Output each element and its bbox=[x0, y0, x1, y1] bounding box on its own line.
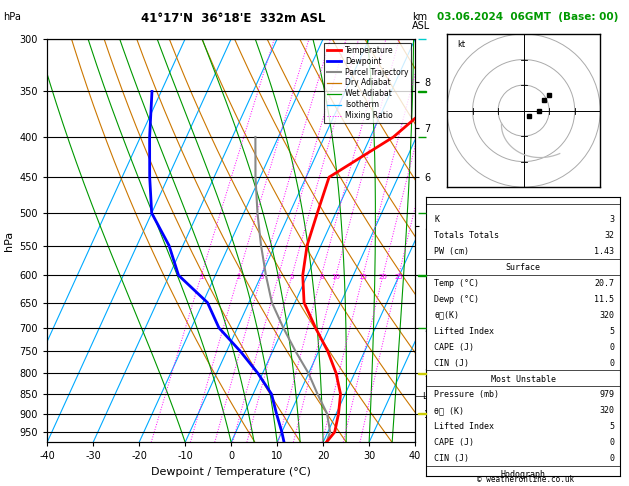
Text: 20: 20 bbox=[379, 275, 387, 280]
Text: 0: 0 bbox=[610, 438, 615, 447]
Text: 03.06.2024  06GMT  (Base: 00): 03.06.2024 06GMT (Base: 00) bbox=[437, 12, 618, 22]
Text: θᴇ(K): θᴇ(K) bbox=[434, 311, 459, 320]
Text: 4: 4 bbox=[276, 275, 281, 280]
Text: 8: 8 bbox=[319, 275, 324, 280]
Text: Most Unstable: Most Unstable bbox=[491, 375, 556, 383]
Text: K: K bbox=[434, 215, 439, 224]
Text: 5: 5 bbox=[290, 275, 294, 280]
Text: 5: 5 bbox=[610, 327, 615, 336]
Text: Temp (°C): Temp (°C) bbox=[434, 279, 479, 288]
Text: Lifted Index: Lifted Index bbox=[434, 422, 494, 431]
Text: 320: 320 bbox=[599, 311, 615, 320]
Text: 0: 0 bbox=[610, 454, 615, 463]
Text: 3: 3 bbox=[259, 275, 264, 280]
Text: 1.43: 1.43 bbox=[594, 247, 615, 256]
Text: Pressure (mb): Pressure (mb) bbox=[434, 390, 499, 399]
Y-axis label: hPa: hPa bbox=[4, 230, 14, 251]
Text: Surface: Surface bbox=[506, 263, 541, 272]
Text: 3: 3 bbox=[610, 215, 615, 224]
Text: CAPE (J): CAPE (J) bbox=[434, 438, 474, 447]
Text: km
ASL: km ASL bbox=[412, 12, 430, 32]
Text: θᴇ (K): θᴇ (K) bbox=[434, 406, 464, 416]
Text: 20.7: 20.7 bbox=[594, 279, 615, 288]
Text: 979: 979 bbox=[599, 390, 615, 399]
Text: 5: 5 bbox=[610, 422, 615, 431]
Text: 11.5: 11.5 bbox=[594, 295, 615, 304]
Legend: Temperature, Dewpoint, Parcel Trajectory, Dry Adiabat, Wet Adiabat, Isotherm, Mi: Temperature, Dewpoint, Parcel Trajectory… bbox=[324, 43, 411, 123]
Text: PW (cm): PW (cm) bbox=[434, 247, 469, 256]
Text: 15: 15 bbox=[359, 275, 367, 280]
Text: 41°17'N  36°18'E  332m ASL: 41°17'N 36°18'E 332m ASL bbox=[140, 12, 325, 25]
Text: kt: kt bbox=[457, 40, 465, 49]
Text: LCL: LCL bbox=[422, 392, 437, 400]
Text: 0: 0 bbox=[610, 359, 615, 367]
Text: 10: 10 bbox=[331, 275, 340, 280]
Y-axis label: Mixing Ratio (g/kg): Mixing Ratio (g/kg) bbox=[455, 201, 464, 280]
Text: 1: 1 bbox=[199, 275, 204, 280]
Text: Dewp (°C): Dewp (°C) bbox=[434, 295, 479, 304]
Text: CIN (J): CIN (J) bbox=[434, 359, 469, 367]
X-axis label: Dewpoint / Temperature (°C): Dewpoint / Temperature (°C) bbox=[151, 467, 311, 477]
Text: 32: 32 bbox=[604, 231, 615, 240]
Text: hPa: hPa bbox=[3, 12, 21, 22]
Text: 25: 25 bbox=[394, 275, 403, 280]
Text: 0: 0 bbox=[610, 343, 615, 352]
Text: 2: 2 bbox=[237, 275, 241, 280]
Text: Hodograph: Hodograph bbox=[501, 470, 546, 479]
Text: 320: 320 bbox=[599, 406, 615, 416]
Text: CAPE (J): CAPE (J) bbox=[434, 343, 474, 352]
Text: CIN (J): CIN (J) bbox=[434, 454, 469, 463]
Text: Lifted Index: Lifted Index bbox=[434, 327, 494, 336]
Text: © weatheronline.co.uk: © weatheronline.co.uk bbox=[477, 474, 574, 484]
Text: Totals Totals: Totals Totals bbox=[434, 231, 499, 240]
